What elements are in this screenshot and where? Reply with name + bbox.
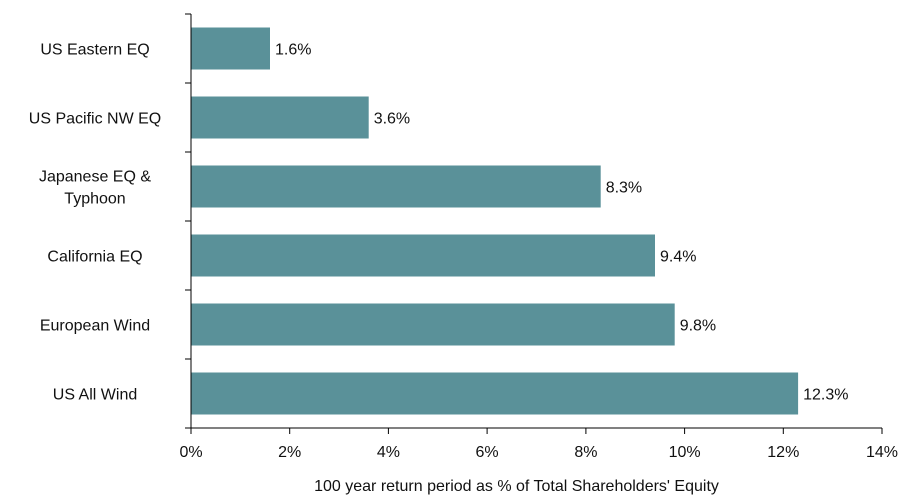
bar-value-label: 9.8%	[680, 318, 716, 335]
bar-value-label: 9.4%	[660, 249, 696, 266]
category-label: Japanese EQ &	[39, 169, 151, 186]
category-label: US Pacific NW EQ	[29, 111, 161, 128]
data-labels-group: 1.6% 3.6% 8.3% 9.4% 9.8% 12.3%	[275, 42, 848, 404]
x-tick-label: 2%	[278, 444, 301, 461]
x-axis-title: 100 year return period as % of Total Sha…	[314, 478, 719, 495]
bar-value-label: 12.3%	[803, 387, 848, 404]
x-tick-label: 14%	[866, 444, 898, 461]
x-tick-label: 6%	[476, 444, 499, 461]
y-axis-ticks	[185, 13, 191, 429]
bar	[191, 372, 799, 415]
bar	[191, 27, 270, 70]
bar-value-label: 1.6%	[275, 42, 311, 59]
category-labels-group: US Eastern EQ US Pacific NW EQ Japanese EQ…	[29, 42, 161, 404]
category-label: Typhoon	[64, 191, 125, 208]
bar	[191, 96, 369, 139]
x-tick-label: 12%	[767, 444, 799, 461]
bar	[191, 303, 675, 346]
category-label: European Wind	[40, 318, 150, 335]
bar-value-label: 8.3%	[606, 180, 642, 197]
x-tick-label: 8%	[574, 444, 597, 461]
category-label: US All Wind	[53, 387, 137, 404]
x-tick-label: 0%	[179, 444, 202, 461]
category-label: California EQ	[47, 249, 142, 266]
bars-group	[191, 27, 799, 415]
category-label: US Eastern EQ	[40, 42, 149, 59]
x-axis-ticks: 0% 2% 4% 6% 8% 10% 12% 14%	[179, 428, 898, 461]
bar	[191, 165, 601, 208]
bar	[191, 234, 655, 277]
bar-value-label: 3.6%	[374, 111, 410, 128]
x-tick-label: 10%	[669, 444, 701, 461]
x-tick-label: 4%	[377, 444, 400, 461]
